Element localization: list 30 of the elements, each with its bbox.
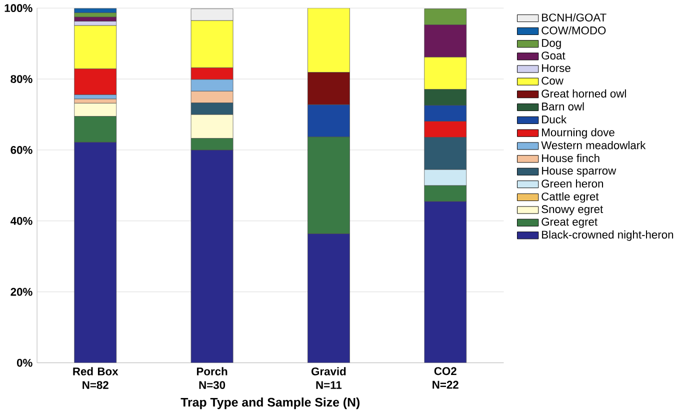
legend-label: Great horned owl [542,89,626,98]
y-tick-label: 0% [16,358,32,367]
legend-label: Black-crowned night-heron [542,230,674,241]
bar [74,12,117,18]
legend-label: Mourning dove [542,128,614,138]
y-tick-label: 20% [10,288,32,296]
legend-label: Cow [542,76,564,85]
y-tick-label: 60% [10,146,32,154]
legend-label: Green heron [542,179,604,188]
y-tick-label: 100% [4,4,32,12]
legend-label: COW/MODO [542,26,606,34]
legend-label: Duck [542,115,567,124]
legend-label: Western meadowlark [541,140,646,150]
y-tick-label: 80% [10,74,32,83]
x-tick-label: Porch N=30 [196,367,228,389]
y-tick-label: 40% [10,216,32,225]
x-tick-label: Red Box N=82 [73,367,118,389]
legend-label: House sparrow [542,166,616,177]
x-axis-title: Trap Type and Sample Size (N) [180,397,360,409]
legend-label: Dog [542,39,561,50]
legend-label: Cattle egret [542,192,599,203]
legend-label: Barn owl [542,102,584,110]
legend-label: House finch [542,154,600,162]
x-tick-label: CO2 N=22 [432,367,458,388]
legend-label: BCNH/GOAT [542,13,606,22]
x-tick-label: Gravid N=11 [312,367,346,389]
legend-label: Snowy egret [542,205,604,216]
legend-label: Goat [542,52,566,60]
legend-label: Horse [542,64,570,72]
legend-label: Great egret [542,218,598,228]
